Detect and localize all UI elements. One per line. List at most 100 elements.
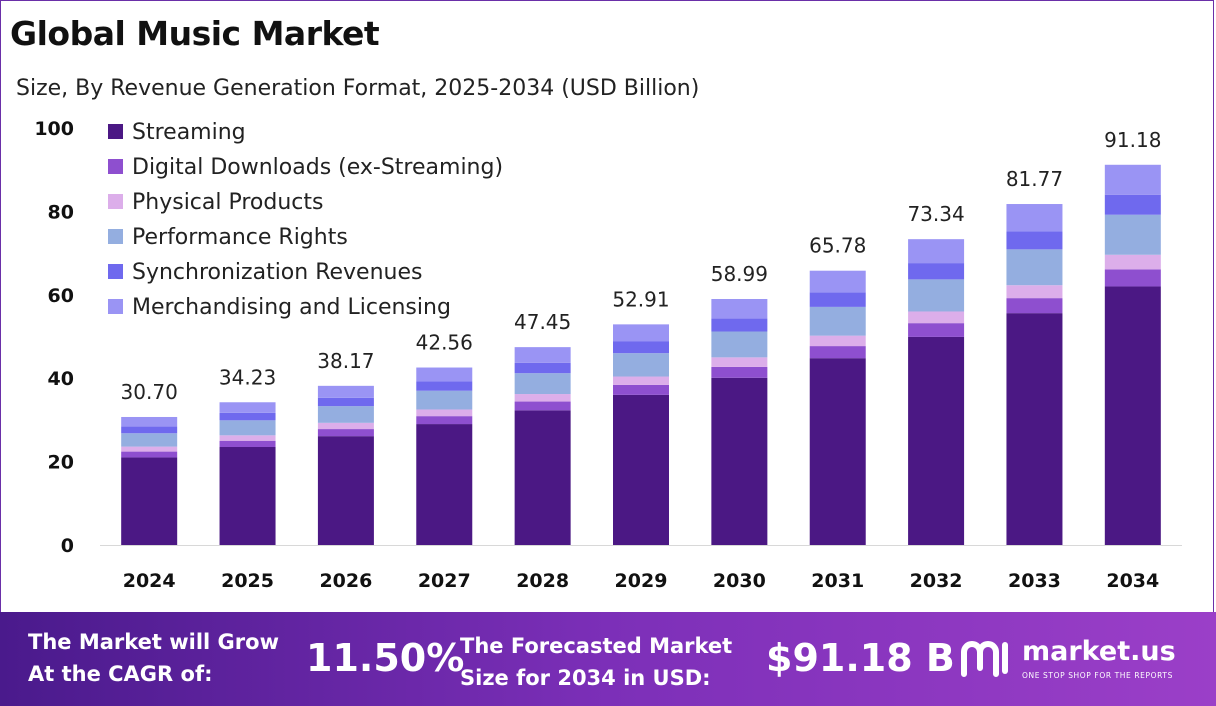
x-tick-label-2027: 2027 [418, 570, 471, 592]
bar-merchandising-and-licensing-2032 [908, 239, 965, 264]
cagr-label: The Market will Grow At the CAGR of: [28, 626, 279, 690]
bar-digital-downloads-ex-streaming-2030 [711, 366, 768, 378]
bar-streaming-2031 [809, 358, 866, 545]
bar-streaming-2032 [908, 336, 965, 545]
bar-merchandising-and-licensing-2033 [1006, 204, 1063, 232]
bar-merchandising-and-licensing-2025 [219, 402, 276, 413]
bar-merchandising-and-licensing-2028 [514, 347, 571, 363]
bar-performance-rights-2033 [1006, 249, 1063, 286]
bar-performance-rights-2028 [514, 373, 571, 395]
bar-streaming-2028 [514, 410, 571, 545]
bar-synchronization-revenues-2024 [121, 426, 178, 434]
bar-physical-products-2032 [908, 311, 965, 324]
bar-streaming-2029 [613, 394, 669, 545]
y-tick-label-20: 20 [48, 452, 74, 474]
x-tick-label-2030: 2030 [713, 570, 766, 592]
total-label-2030: 58.99 [711, 262, 768, 286]
bar-merchandising-and-licensing-2034 [1104, 164, 1161, 195]
bar-digital-downloads-ex-streaming-2025 [219, 440, 276, 448]
bar-merchandising-and-licensing-2027 [416, 367, 473, 382]
cagr-label-line-1: The Market will Grow [28, 630, 279, 654]
bar-physical-products-2026 [317, 422, 374, 430]
total-label-2033: 81.77 [1006, 167, 1063, 191]
forecast-label-line-2: Size for 2034 in USD: [460, 666, 711, 690]
bar-physical-products-2025 [219, 435, 276, 441]
legend-swatch-digital-downloads-ex-streaming [108, 159, 123, 174]
bar-physical-products-2027 [416, 409, 473, 417]
stacked-bar-chart: 0 20 40 60 80 100 30.70 2024 34.23 2025 38.17 2026 4… [34, 118, 1182, 592]
bar-digital-downloads-ex-streaming-2028 [514, 401, 571, 411]
bar-merchandising-and-licensing-2030 [711, 299, 768, 319]
total-label-2024: 30.70 [121, 380, 178, 404]
x-tick-label-2028: 2028 [516, 570, 569, 592]
bar-physical-products-2031 [809, 335, 866, 347]
bar-synchronization-revenues-2025 [219, 412, 276, 421]
bar-synchronization-revenues-2034 [1104, 194, 1161, 215]
total-label-2027: 42.56 [416, 331, 473, 355]
legend-label-merchandising-and-licensing: Merchandising and Licensing [132, 295, 451, 320]
bar-digital-downloads-ex-streaming-2033 [1006, 298, 1063, 314]
legend-label-synchronization-revenues: Synchronization Revenues [132, 260, 422, 285]
bar-digital-downloads-ex-streaming-2031 [809, 346, 866, 359]
bar-performance-rights-2024 [121, 433, 178, 447]
footer-banner: The Market will Grow At the CAGR of: 11.… [0, 612, 1216, 706]
market-us-logo-icon [961, 641, 1008, 677]
bar-digital-downloads-ex-streaming-2032 [908, 323, 965, 337]
bar-streaming-2033 [1006, 313, 1063, 545]
bar-synchronization-revenues-2027 [416, 381, 473, 391]
bar-performance-rights-2031 [809, 306, 866, 336]
total-label-2031: 65.78 [809, 234, 866, 258]
bar-physical-products-2029 [613, 376, 669, 385]
bar-streaming-2024 [121, 457, 178, 545]
bar-digital-downloads-ex-streaming-2027 [416, 416, 473, 425]
forecast-label-line-1: The Forecasted Market [460, 634, 733, 658]
bar-digital-downloads-ex-streaming-2024 [121, 451, 178, 458]
cagr-label-line-2: At the CAGR of: [28, 662, 213, 686]
bar-performance-rights-2032 [908, 279, 965, 312]
bar-merchandising-and-licensing-2029 [613, 324, 669, 342]
total-label-2026: 38.17 [317, 349, 374, 373]
x-tick-label-2034: 2034 [1106, 570, 1159, 592]
bar-streaming-2025 [219, 447, 276, 545]
forecast-label: The Forecasted Market Size for 2034 in U… [460, 630, 732, 694]
x-tick-label-2025: 2025 [221, 570, 274, 592]
chart-title: Global Music Market [10, 14, 380, 53]
market-us-logo[interactable]: market.us ONE STOP SHOP FOR THE REPORTS [960, 636, 1200, 686]
bar-digital-downloads-ex-streaming-2026 [317, 429, 374, 437]
bar-physical-products-2030 [711, 357, 768, 367]
bar-performance-rights-2030 [711, 331, 768, 358]
x-tick-label-2029: 2029 [615, 570, 668, 592]
bar-performance-rights-2026 [317, 406, 374, 423]
legend-swatch-streaming [108, 124, 123, 139]
bar-streaming-2030 [711, 377, 768, 545]
bar-synchronization-revenues-2032 [908, 263, 965, 280]
legend-swatch-merchandising-and-licensing [108, 299, 123, 314]
legend-swatch-physical-products [108, 194, 123, 209]
bar-digital-downloads-ex-streaming-2034 [1104, 269, 1161, 287]
bar-physical-products-2034 [1104, 254, 1161, 270]
bar-streaming-2034 [1104, 286, 1161, 545]
logo-text: market.us [1022, 636, 1176, 667]
bar-performance-rights-2025 [219, 420, 276, 436]
bar-merchandising-and-licensing-2026 [317, 385, 374, 398]
total-label-2032: 73.34 [907, 202, 964, 226]
bar-synchronization-revenues-2028 [514, 362, 571, 374]
bar-streaming-2027 [416, 424, 473, 545]
bar-performance-rights-2034 [1104, 214, 1161, 255]
bar-synchronization-revenues-2031 [809, 292, 866, 307]
bar-physical-products-2028 [514, 394, 571, 402]
bar-merchandising-and-licensing-2031 [809, 270, 866, 293]
x-tick-label-2031: 2031 [811, 570, 864, 592]
bar-synchronization-revenues-2026 [317, 397, 374, 407]
y-tick-label-80: 80 [48, 201, 74, 223]
legend-swatch-synchronization-revenues [108, 264, 123, 279]
legend-swatch-performance-rights [108, 229, 123, 244]
total-label-2025: 34.23 [219, 365, 276, 389]
bar-performance-rights-2027 [416, 390, 473, 410]
x-tick-label-2032: 2032 [910, 570, 963, 592]
legend-label-performance-rights: Performance Rights [132, 225, 348, 250]
x-tick-label-2024: 2024 [123, 570, 176, 592]
legend-label-streaming: Streaming [132, 120, 246, 145]
bar-digital-downloads-ex-streaming-2029 [613, 384, 669, 395]
total-label-2029: 52.91 [612, 287, 669, 311]
